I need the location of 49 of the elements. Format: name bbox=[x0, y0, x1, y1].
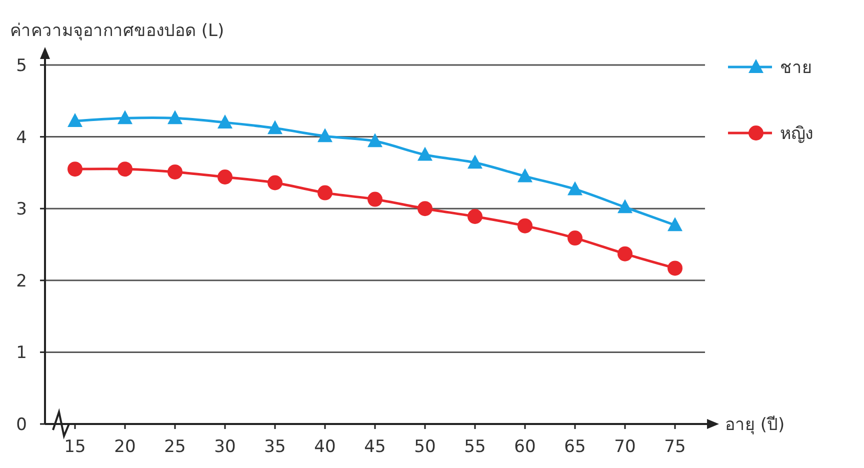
point bbox=[168, 164, 182, 180]
x-tick-label: 20 bbox=[114, 437, 136, 457]
point bbox=[118, 162, 132, 177]
point bbox=[368, 192, 382, 207]
x-tick-label: 25 bbox=[164, 437, 186, 457]
x-tick-label: 40 bbox=[314, 437, 336, 457]
point bbox=[618, 246, 632, 262]
x-tick-label: 45 bbox=[364, 437, 386, 457]
point bbox=[468, 154, 482, 169]
y-tick-label: 3 bbox=[16, 200, 27, 220]
x-tick-label: 15 bbox=[64, 437, 86, 457]
point bbox=[218, 170, 232, 185]
point bbox=[518, 218, 532, 234]
point bbox=[168, 110, 182, 124]
point bbox=[518, 168, 532, 182]
point bbox=[668, 260, 682, 276]
x-tick-label: 60 bbox=[514, 437, 536, 457]
x-tick-label: 70 bbox=[614, 437, 636, 457]
x-tick-label: 30 bbox=[214, 437, 236, 457]
x-tick-label: 55 bbox=[464, 437, 486, 457]
point bbox=[268, 120, 282, 134]
point bbox=[418, 146, 432, 161]
point bbox=[68, 113, 82, 128]
x-axis-title: อายุ (ปี) bbox=[725, 415, 785, 435]
legend-label: ชาย bbox=[780, 58, 812, 78]
y-tick-label: 1 bbox=[16, 343, 27, 364]
y-axis-title: ค่าความจุอากาศของปอด (L) bbox=[10, 21, 224, 41]
point bbox=[618, 199, 632, 214]
point bbox=[668, 217, 682, 232]
point bbox=[568, 181, 582, 196]
y-tick-label: 0 bbox=[16, 415, 27, 435]
y-tick-label: 5 bbox=[16, 56, 27, 76]
x-tick-label: 35 bbox=[264, 437, 286, 457]
x-tick-label: 65 bbox=[564, 437, 586, 457]
y-tick-label: 4 bbox=[16, 128, 27, 148]
point bbox=[468, 209, 482, 224]
y-tick-label: 2 bbox=[16, 271, 27, 292]
point bbox=[368, 133, 382, 148]
point bbox=[568, 230, 582, 246]
x-tick-label: 75 bbox=[664, 437, 686, 457]
x-tick-label: 50 bbox=[414, 437, 436, 457]
point bbox=[318, 185, 332, 200]
point bbox=[418, 201, 432, 216]
point bbox=[318, 128, 332, 142]
point bbox=[268, 175, 282, 190]
point bbox=[218, 114, 232, 128]
legend-label: หญิง bbox=[780, 124, 813, 144]
point bbox=[118, 110, 132, 124]
point bbox=[68, 162, 82, 177]
